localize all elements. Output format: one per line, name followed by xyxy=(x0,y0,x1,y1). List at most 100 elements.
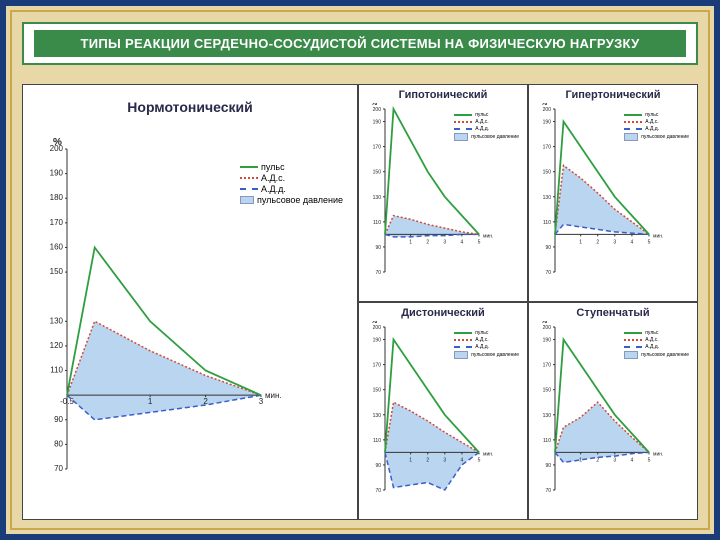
svg-text:5: 5 xyxy=(648,239,651,245)
svg-text:мин.: мин. xyxy=(483,233,493,239)
panel-dystonic: Дистонический 70901101301501701902001234… xyxy=(358,302,528,520)
svg-text:-0.5: -0.5 xyxy=(60,397,74,406)
svg-text:5: 5 xyxy=(478,239,481,245)
legend-pulse: пульс xyxy=(261,162,285,172)
legend: пульс А.Д.с. А.Д.д. пульсовое давление xyxy=(452,327,521,362)
svg-text:170: 170 xyxy=(50,218,64,227)
legend-add: А.Д.д. xyxy=(645,126,659,132)
legend-pulse: пульс xyxy=(645,330,658,336)
svg-text:2: 2 xyxy=(596,457,599,463)
svg-text:%: % xyxy=(371,103,378,107)
svg-text:200: 200 xyxy=(543,325,552,331)
svg-text:1: 1 xyxy=(579,239,582,245)
svg-text:5: 5 xyxy=(478,457,481,463)
legend-ads: А.Д.с. xyxy=(645,119,658,125)
legend-pp: пульсовое давление xyxy=(471,352,519,358)
svg-text:170: 170 xyxy=(543,363,552,369)
panel-normotonic: Нормотонический 708090110120130150160170… xyxy=(22,84,358,520)
legend: пульс А.Д.с. А.Д.д. пульсовое давление xyxy=(452,109,521,144)
svg-text:4: 4 xyxy=(631,239,634,245)
svg-text:%: % xyxy=(53,137,62,148)
legend-ads: А.Д.с. xyxy=(645,337,658,343)
pulse-pressure-area xyxy=(67,321,261,420)
legend-add: А.Д.д. xyxy=(475,344,489,350)
legend: пульс А.Д.с. А.Д.д. пульсовое давление xyxy=(622,327,691,362)
legend-add: А.Д.д. xyxy=(645,344,659,350)
svg-text:200: 200 xyxy=(373,325,382,331)
svg-text:110: 110 xyxy=(373,220,381,226)
svg-text:4: 4 xyxy=(461,239,464,245)
chart-title-hypo: Гипотонический xyxy=(363,89,523,101)
svg-text:190: 190 xyxy=(543,120,552,126)
panel-stepped: Ступенчатый 709011013015017019020012345%… xyxy=(528,302,698,520)
svg-text:мин.: мин. xyxy=(653,451,663,457)
svg-text:2: 2 xyxy=(596,239,599,245)
svg-text:120: 120 xyxy=(50,341,64,350)
svg-text:3: 3 xyxy=(613,239,616,245)
svg-text:%: % xyxy=(371,321,378,325)
legend: пульс А.Д.с. А.Д.д. пульсовое давление xyxy=(622,109,691,144)
svg-text:150: 150 xyxy=(373,170,382,176)
svg-text:70: 70 xyxy=(54,464,63,473)
svg-text:2: 2 xyxy=(426,239,429,245)
svg-text:мин.: мин. xyxy=(653,233,663,239)
svg-text:70: 70 xyxy=(545,270,551,276)
legend-ads: А.Д.с. xyxy=(475,119,488,125)
legend-pulse: пульс xyxy=(645,112,658,118)
svg-text:мин.: мин. xyxy=(265,391,282,400)
chart-hypo: 709011013015017019020012345%мин. пульс А… xyxy=(363,103,523,288)
legend-pp: пульсовое давление xyxy=(641,134,689,140)
svg-text:мин.: мин. xyxy=(483,451,493,457)
legend-add: А.Д.д. xyxy=(261,184,286,194)
svg-text:90: 90 xyxy=(545,463,551,469)
svg-text:90: 90 xyxy=(375,463,381,469)
svg-text:130: 130 xyxy=(373,413,382,419)
panel-hypotonic: Гипотонический 7090110130150170190200123… xyxy=(358,84,528,302)
pulse-pressure-area xyxy=(555,402,649,462)
svg-text:1: 1 xyxy=(579,457,582,463)
svg-text:3: 3 xyxy=(443,239,446,245)
legend-pp: пульсовое давление xyxy=(257,195,343,205)
svg-text:3: 3 xyxy=(259,397,264,406)
svg-text:1: 1 xyxy=(148,397,153,406)
svg-text:130: 130 xyxy=(543,413,552,419)
svg-text:180: 180 xyxy=(50,193,64,202)
svg-text:4: 4 xyxy=(461,457,464,463)
svg-text:90: 90 xyxy=(375,245,381,251)
svg-text:190: 190 xyxy=(543,338,552,344)
svg-text:170: 170 xyxy=(543,145,552,151)
svg-text:130: 130 xyxy=(373,195,382,201)
chart-hyper: 709011013015017019020012345%мин. пульс А… xyxy=(533,103,693,288)
svg-text:110: 110 xyxy=(543,438,551,444)
chart-title-step: Ступенчатый xyxy=(533,307,693,319)
svg-text:170: 170 xyxy=(373,363,382,369)
legend-ads: А.Д.с. xyxy=(475,337,488,343)
svg-text:130: 130 xyxy=(50,316,64,325)
legend: пульс А.Д.с. А.Д.д. пульсовое давление xyxy=(238,159,345,208)
svg-text:110: 110 xyxy=(373,438,381,444)
chart-dysto: 709011013015017019020012345%мин. пульс А… xyxy=(363,321,523,506)
panel-hypertonic: Гипертонический 709011013015017019020012… xyxy=(528,84,698,302)
svg-text:%: % xyxy=(541,321,548,325)
svg-text:150: 150 xyxy=(373,388,382,394)
svg-text:150: 150 xyxy=(543,170,552,176)
svg-text:200: 200 xyxy=(543,107,552,113)
svg-text:70: 70 xyxy=(545,488,551,494)
svg-text:190: 190 xyxy=(373,338,382,344)
svg-text:110: 110 xyxy=(50,366,63,375)
chart-step: 709011013015017019020012345%мин. пульс А… xyxy=(533,321,693,506)
legend-ads: А.Д.с. xyxy=(261,173,285,183)
svg-text:1: 1 xyxy=(409,239,412,245)
svg-text:190: 190 xyxy=(50,169,64,178)
legend-pulse: пульс xyxy=(475,112,488,118)
svg-text:3: 3 xyxy=(443,457,446,463)
charts-grid: Нормотонический 708090110120130150160170… xyxy=(22,84,698,520)
legend-pulse: пульс xyxy=(475,330,488,336)
svg-text:170: 170 xyxy=(373,145,382,151)
svg-text:80: 80 xyxy=(54,439,63,448)
svg-text:150: 150 xyxy=(543,388,552,394)
legend-pp: пульсовое давление xyxy=(641,352,689,358)
svg-text:%: % xyxy=(541,103,548,107)
chart-title-normo: Нормотонический xyxy=(31,99,349,115)
legend-add: А.Д.д. xyxy=(475,126,489,132)
